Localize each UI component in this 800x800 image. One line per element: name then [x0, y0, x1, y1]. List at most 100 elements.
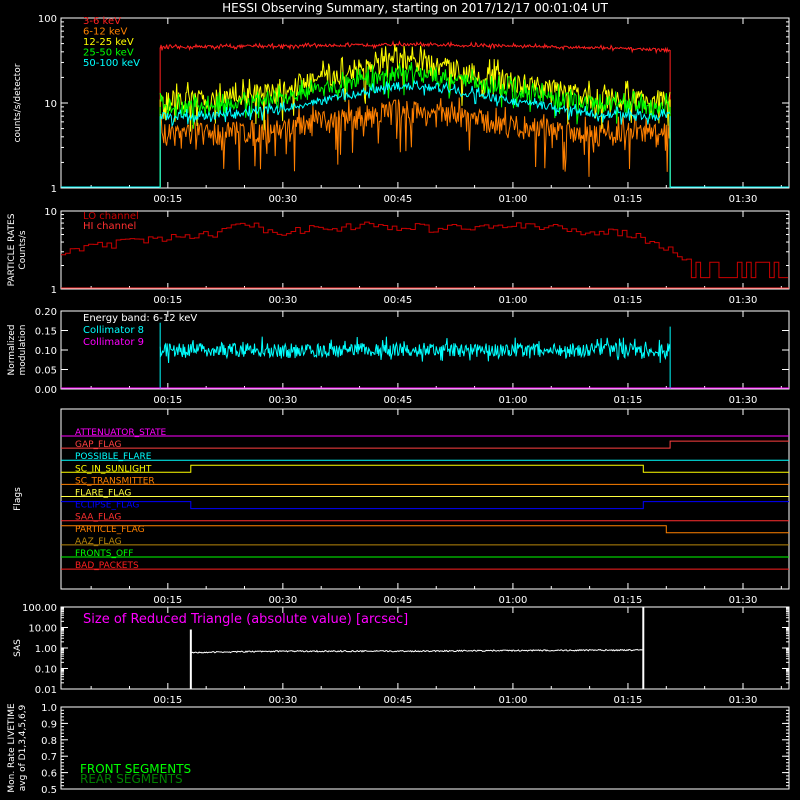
energy-band-annotation: Energy band: 6-12 keV — [83, 313, 197, 324]
x-tick-label: 00:45 — [383, 194, 412, 205]
panel-frame-flags — [60, 408, 790, 590]
plot-panels: 00:15 00:30 00:45 01:00 01:15 01:30 1 10 100 coun… — [7, 14, 790, 796]
flag-line-gap-flag — [61, 440, 789, 449]
flag-label-fronts-off: FRONTS_OFF — [75, 549, 133, 559]
x-tick-label: 01:30 — [729, 395, 758, 406]
x-tick-label: 00:15 — [153, 595, 182, 606]
chart-title: HESSI Observing Summary, starting on 201… — [222, 1, 608, 15]
flag-label-gap-flag: GAP_FLAG — [75, 440, 121, 450]
legend-entry-front-segments: FRONT SEGMENTS — [80, 762, 191, 776]
y-axis-label: counts/s/detector — [13, 63, 23, 142]
y-tick-label: 0.00 — [35, 385, 57, 396]
x-tick-label: 01:30 — [729, 194, 758, 205]
y-axis-label: Normalized — [7, 324, 17, 375]
legend-entry-12-25-kev: 12-25 keV — [83, 37, 134, 48]
x-tick-label: 01:30 — [729, 295, 758, 306]
x-tick-label: 00:15 — [153, 194, 182, 205]
count-rate-series — [61, 39, 789, 188]
y-tick-label: 0.8 — [41, 736, 57, 747]
series-line-3-6-kev — [159, 39, 671, 55]
x-tick-label: 01:30 — [729, 595, 758, 606]
legend-entry-collimator-8: Collimator 8 — [83, 325, 144, 336]
series-line-collimator-8 — [159, 336, 671, 364]
y-axis-label: avg of D1,3,4,5,6,9 — [18, 704, 28, 791]
y-tick-label: 0.15 — [35, 327, 57, 338]
y-tick-label: 0.01 — [35, 685, 57, 696]
x-tick-label: 01:00 — [499, 595, 528, 606]
y-axis-label: PARTICLE RATES — [7, 213, 17, 286]
series-line-6-12-kev — [159, 97, 671, 177]
flag-line-eclipse-flag — [61, 501, 789, 510]
flag-line-sc-in-sunlight — [61, 464, 789, 473]
y-tick-label: 0.7 — [41, 752, 57, 763]
flag-label-possible-flare: POSSIBLE_FLARE — [75, 452, 152, 462]
x-tick-label: 00:30 — [268, 695, 297, 706]
flag-label-saa-flag: SAA_FLAG — [75, 513, 121, 523]
y-axis-label: Flags — [13, 487, 23, 511]
flag-label-sc-transmitter: SC_TRANSMITTER — [75, 476, 155, 486]
x-tick-label: 00:15 — [153, 295, 182, 306]
legend-entry-collimator-9: Collimator 9 — [83, 337, 144, 348]
flag-label-eclipse-flag: ECLIPSE_FLAG — [75, 501, 139, 511]
y-tick-label: 1 — [51, 184, 57, 195]
y-axis-label: Mon. Rate LIVETIME — [7, 703, 17, 793]
y-tick-label: 1.0 — [41, 703, 57, 714]
x-tick-label: 01:00 — [499, 395, 528, 406]
x-tick-label: 01:15 — [614, 395, 643, 406]
flag-label-sc-in-sunlight: SC_IN_SUNLIGHT — [75, 464, 152, 474]
x-tick-label: 01:00 — [499, 695, 528, 706]
y-tick-label: 0.10 — [35, 346, 57, 357]
y-tick-label: 1.00 — [35, 644, 57, 655]
x-tick-label: 00:45 — [383, 695, 412, 706]
series-line-25-50-kev — [159, 62, 671, 129]
x-tick-label: 00:45 — [383, 395, 412, 406]
y-tick-label: 100.00 — [22, 603, 57, 614]
x-tick-label: 00:30 — [268, 595, 297, 606]
series-line-50-100-kev — [159, 80, 671, 128]
y-tick-label: 100 — [38, 14, 57, 25]
legend-entry-hi-channel: HI channel — [83, 221, 136, 232]
y-axis-label: Counts/s — [18, 230, 28, 269]
legend-entry-6-12-kev: 6-12 keV — [83, 27, 127, 38]
y-axis-label: SAS — [13, 639, 23, 657]
flag-label-attenuator-state: ATTENUATOR_STATE — [75, 428, 167, 438]
series-line-12-25-kev — [159, 44, 671, 132]
x-tick-label: 01:15 — [614, 595, 643, 606]
legend-entry-50-100-kev: 50-100 keV — [83, 58, 140, 69]
legend-entry-3-6-kev: 3-6 keV — [83, 16, 121, 27]
y-tick-label: 0.20 — [35, 307, 57, 318]
x-tick-label: 01:00 — [499, 295, 528, 306]
y-tick-label: 0.10 — [35, 665, 57, 676]
x-tick-label: 00:30 — [268, 395, 297, 406]
x-tick-label: 01:30 — [729, 695, 758, 706]
y-tick-label: 0.05 — [35, 366, 57, 377]
y-tick-label: 1 — [51, 285, 57, 296]
y-axis-label: modulation — [18, 325, 28, 376]
legend-entry-lo-channel: LO channel — [83, 211, 139, 222]
y-tick-label: 10 — [44, 207, 57, 218]
series-line-lo-channel — [61, 221, 789, 279]
x-tick-label: 01:15 — [614, 194, 643, 205]
y-tick-label: 0.5 — [41, 785, 57, 796]
sas-series-line — [190, 648, 643, 654]
x-tick-label: 01:15 — [614, 695, 643, 706]
x-tick-label: 00:45 — [383, 295, 412, 306]
legend-entry-25-50-kev: 25-50 keV — [83, 48, 134, 59]
x-tick-label: 00:30 — [268, 295, 297, 306]
flag-label-bad-packets: BAD_PACKETS — [75, 561, 139, 571]
y-tick-label: 10 — [44, 99, 57, 110]
y-tick-label: 0.6 — [41, 769, 57, 780]
legend-entry-rear-segments: REAR SEGMENTS — [80, 772, 183, 786]
panel-frame-livetime — [60, 706, 790, 790]
y-tick-label: 10.00 — [28, 624, 57, 635]
flag-label-particle-flag: PARTICLE_FLAG — [75, 525, 145, 535]
sas-annotation: Size of Reduced Triangle (absolute value… — [83, 612, 408, 627]
y-tick-label: 0.9 — [41, 719, 57, 730]
panel-frame-particle-rates — [60, 210, 790, 290]
x-tick-label: 00:45 — [383, 595, 412, 606]
x-tick-label: 00:30 — [268, 194, 297, 205]
x-tick-label: 00:15 — [153, 695, 182, 706]
x-tick-label: 00:15 — [153, 395, 182, 406]
flag-label-flare-flag: FLARE_FLAG — [75, 489, 131, 499]
